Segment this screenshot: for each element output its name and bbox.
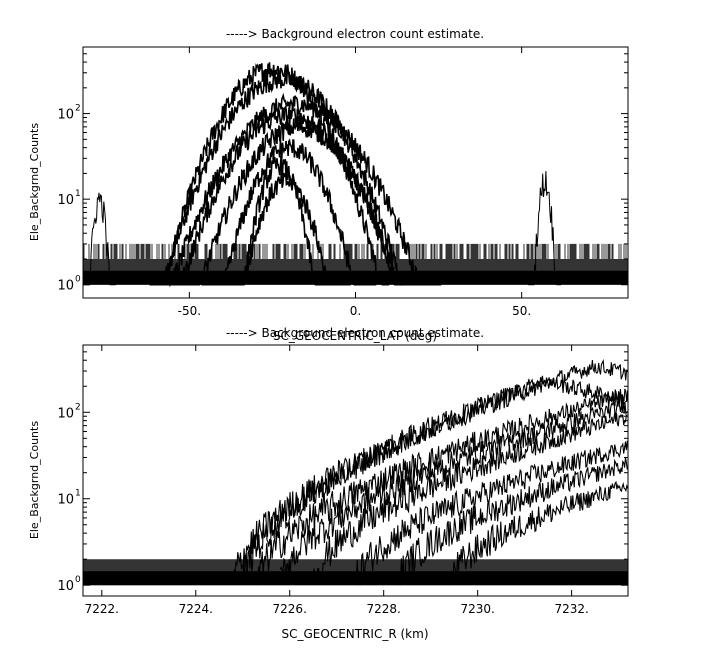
y-axis-label: Ele_Backgrnd_Counts xyxy=(28,123,41,241)
x-axis-label: SC_GEOCENTRIC_LAT (deg) xyxy=(273,329,437,343)
series-line xyxy=(242,375,629,585)
y-tick-label: 10 xyxy=(57,493,74,508)
series-line xyxy=(256,388,629,586)
x-tick-label: 50. xyxy=(512,304,531,318)
series-line xyxy=(312,413,628,585)
x-axis-label: SC_GEOCENTRIC_R (km) xyxy=(282,627,429,641)
x-tick-label: 7226. xyxy=(273,602,307,616)
y-tick-exponent: 2 xyxy=(75,104,81,114)
chart-title: -----> Background electron count estimat… xyxy=(226,27,484,41)
y-axis-label: Ele_Backgrnd_Counts xyxy=(28,421,41,539)
x-tick-label: 7228. xyxy=(367,602,401,616)
y-tick-label: 10 xyxy=(57,193,74,208)
y-tick-exponent: 1 xyxy=(75,189,81,199)
y-tick-label: 10 xyxy=(57,579,74,594)
y-tick-exponent: 0 xyxy=(75,575,81,585)
y-tick-label: 10 xyxy=(57,108,74,123)
chart-bottom-radius: -----> Background electron count estimat… xyxy=(28,326,629,641)
plot-frame xyxy=(82,344,629,597)
x-tick-label: 7232. xyxy=(554,602,588,616)
x-tick-label: 7224. xyxy=(179,602,213,616)
series-line xyxy=(219,171,351,286)
series-line xyxy=(149,92,442,288)
series-line xyxy=(279,400,628,582)
series-line xyxy=(355,440,628,586)
y-tick-exponent: 1 xyxy=(75,489,81,499)
series-line xyxy=(150,68,414,286)
chart-top-latitude: -----> Background electron count estimat… xyxy=(28,27,629,343)
side-peak xyxy=(528,171,562,286)
x-tick-label: -50. xyxy=(178,304,201,318)
data-marks xyxy=(82,62,629,288)
y-tick-exponent: 0 xyxy=(75,275,81,285)
data-marks xyxy=(82,358,629,586)
y-tick-label: 10 xyxy=(57,406,74,421)
y-tick-exponent: 2 xyxy=(75,402,81,412)
series-line xyxy=(448,480,629,586)
plot-frame xyxy=(82,46,629,299)
x-tick-label: 7230. xyxy=(460,602,494,616)
x-tick-label: 0. xyxy=(350,304,361,318)
series-line xyxy=(174,118,424,286)
series-line xyxy=(397,457,628,586)
series-line xyxy=(201,138,377,286)
noise-band xyxy=(83,270,628,285)
chart-title: -----> Background electron count estimat… xyxy=(226,326,484,340)
noise-band xyxy=(83,571,628,586)
y-tick-label: 10 xyxy=(57,279,74,294)
x-tick-label: 7222. xyxy=(85,602,119,616)
series-line xyxy=(155,62,390,286)
